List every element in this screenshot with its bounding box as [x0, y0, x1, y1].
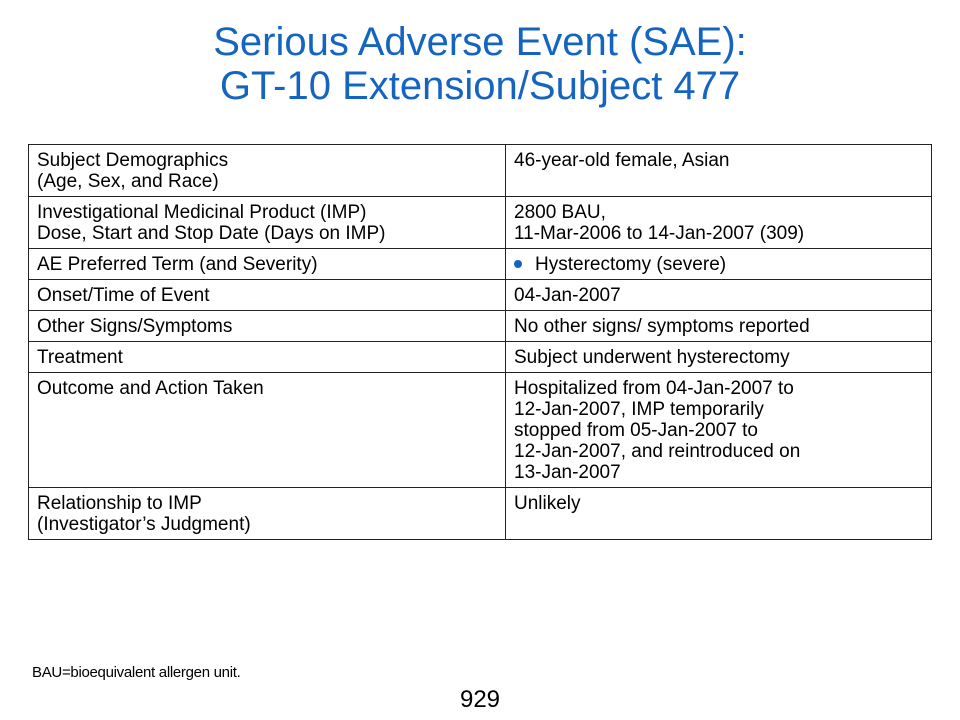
value-line: Hysterectomy (severe) [535, 254, 727, 275]
row-label-ae-term: AE Preferred Term (and Severity) [28, 248, 506, 280]
row-value-outcome: Hospitalized from 04-Jan-2007 to 12-Jan-… [505, 372, 932, 488]
row-label-onset: Onset/Time of Event [28, 279, 506, 311]
page-title: Serious Adverse Event (SAE): GT-10 Exten… [0, 20, 960, 108]
table-row: Subject Demographics (Age, Sex, and Race… [28, 144, 932, 197]
row-value-onset: 04-Jan-2007 [505, 279, 932, 311]
label-line: Subject Demographics [37, 150, 229, 171]
row-label-other-signs: Other Signs/Symptoms [28, 310, 506, 342]
label-line: Relationship to IMP [37, 493, 202, 514]
table-row: Relationship to IMP (Investigator’s Judg… [28, 487, 932, 540]
label-line: AE Preferred Term (and Severity) [37, 254, 318, 275]
table-row: AE Preferred Term (and Severity) Hystere… [28, 248, 932, 280]
table-row: Outcome and Action Taken Hospitalized fr… [28, 372, 932, 488]
label-line: Other Signs/Symptoms [37, 316, 233, 337]
row-label-demographics: Subject Demographics (Age, Sex, and Race… [28, 144, 506, 197]
value-line: 46-year-old female, Asian [514, 150, 730, 171]
row-value-ae-term: Hysterectomy (severe) [505, 248, 932, 280]
table-row: Onset/Time of Event 04-Jan-2007 [28, 279, 932, 311]
label-line: Treatment [37, 347, 123, 368]
sae-table: Subject Demographics (Age, Sex, and Race… [28, 144, 932, 540]
row-value-other-signs: No other signs/ symptoms reported [505, 310, 932, 342]
label-line: (Investigator’s Judgment) [37, 514, 251, 535]
title-line-1: Serious Adverse Event (SAE): [213, 20, 747, 64]
value-line: stopped from 05-Jan-2007 to [514, 420, 758, 441]
value-line: 12-Jan-2007, and reintroduced on [514, 441, 801, 462]
value-line: 2800 BAU, [514, 202, 606, 223]
bullet-item: Hysterectomy (severe) [514, 254, 923, 275]
row-value-demographics: 46-year-old female, Asian [505, 144, 932, 197]
row-value-treatment: Subject underwent hysterectomy [505, 341, 932, 373]
row-value-imp: 2800 BAU, 11-Mar-2006 to 14-Jan-2007 (30… [505, 196, 932, 249]
value-line: Subject underwent hysterectomy [514, 347, 790, 368]
row-value-relationship: Unlikely [505, 487, 932, 540]
label-line: Onset/Time of Event [37, 285, 210, 306]
table-row: Other Signs/Symptoms No other signs/ sym… [28, 310, 932, 342]
value-line: 11-Mar-2006 to 14-Jan-2007 (309) [514, 223, 805, 244]
label-line: (Age, Sex, and Race) [37, 171, 219, 192]
value-line: Unlikely [514, 493, 581, 514]
row-label-imp: Investigational Medicinal Product (IMP) … [28, 196, 506, 249]
value-line: No other signs/ symptoms reported [514, 316, 810, 337]
label-line: Outcome and Action Taken [37, 378, 264, 399]
bullet-icon [514, 260, 522, 268]
value-line: 04-Jan-2007 [514, 285, 621, 306]
page-number: 929 [459, 686, 501, 713]
value-line: 13-Jan-2007 [514, 462, 621, 483]
row-label-treatment: Treatment [28, 341, 506, 373]
table-row: Treatment Subject underwent hysterectomy [28, 341, 932, 373]
row-label-outcome: Outcome and Action Taken [28, 372, 506, 488]
label-line: Dose, Start and Stop Date (Days on IMP) [37, 223, 386, 244]
value-line: 12-Jan-2007, IMP temporarily [514, 399, 764, 420]
table-row: Investigational Medicinal Product (IMP) … [28, 196, 932, 249]
label-line: Investigational Medicinal Product (IMP) [37, 202, 367, 223]
row-label-relationship: Relationship to IMP (Investigator’s Judg… [28, 487, 506, 540]
footnote: BAU=bioequivalent allergen unit. [32, 664, 241, 681]
value-line: Hospitalized from 04-Jan-2007 to [514, 378, 794, 399]
title-line-2: GT-10 Extension/Subject 477 [219, 64, 741, 108]
